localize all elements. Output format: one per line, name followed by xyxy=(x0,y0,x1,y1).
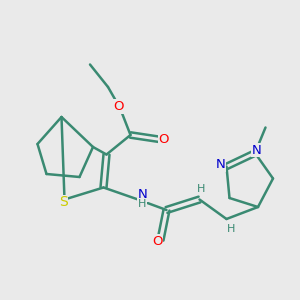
Text: N: N xyxy=(252,143,261,157)
Text: S: S xyxy=(58,196,68,209)
Text: O: O xyxy=(152,235,163,248)
Text: H: H xyxy=(227,224,235,235)
Text: H: H xyxy=(197,184,205,194)
Text: H: H xyxy=(138,199,147,209)
Text: N: N xyxy=(138,188,147,202)
Text: O: O xyxy=(158,133,169,146)
Text: N: N xyxy=(216,158,225,172)
Text: O: O xyxy=(113,100,124,113)
